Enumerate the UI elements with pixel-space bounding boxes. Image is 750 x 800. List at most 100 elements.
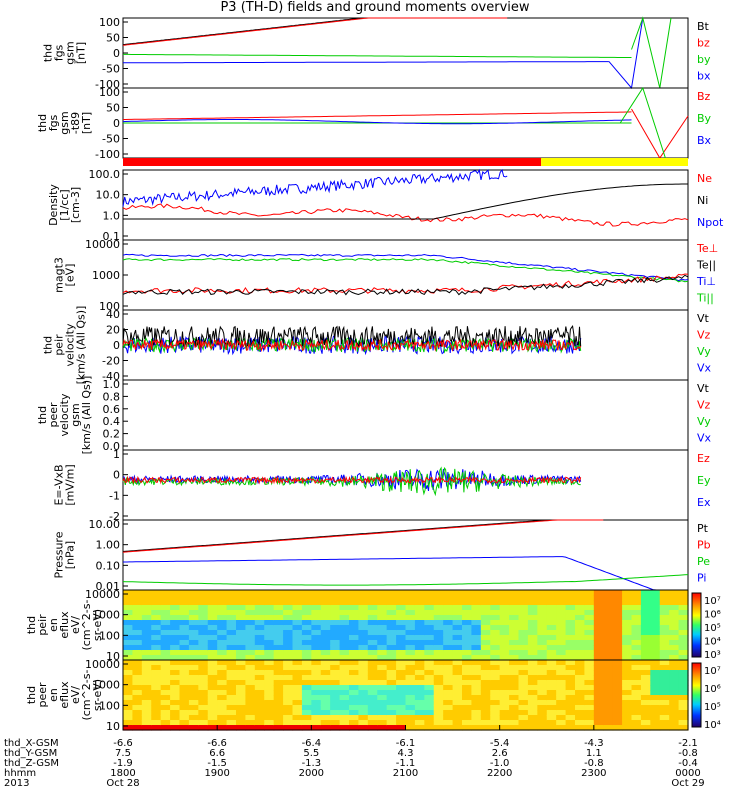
spectrogram-cell: [603, 685, 614, 691]
spectrogram-cell: [386, 700, 397, 706]
spectrogram-cell: [509, 700, 520, 706]
y-axis-label: eV/: [69, 686, 82, 704]
spectrogram-cell: [132, 650, 143, 656]
spectrogram-cell: [631, 635, 642, 641]
spectrogram-cell: [132, 630, 143, 636]
spectrogram-cell: [198, 720, 209, 726]
spectrogram-cell: [414, 625, 425, 631]
spectrogram-cell: [650, 635, 661, 641]
spectrogram-cell: [245, 595, 256, 601]
spectrogram-cell: [640, 660, 651, 666]
spectrogram-cell: [396, 700, 407, 706]
y-axis-label: [nT]: [75, 42, 88, 64]
spectrogram-cell: [358, 620, 369, 626]
spectrogram-cell: [377, 605, 388, 611]
spectrogram-cell: [311, 590, 322, 596]
spectrogram-cell: [151, 630, 162, 636]
spectrogram-cell: [490, 635, 501, 641]
spectrogram-cell: [480, 640, 491, 646]
spectrogram-cell: [320, 660, 331, 666]
spectrogram-cell: [603, 715, 614, 721]
spectrogram-cell: [575, 725, 586, 731]
spectrogram-cell: [179, 725, 190, 731]
colorbar-tick-label: 10⁴: [704, 637, 721, 648]
y-axis-label: E=-VxB: [53, 464, 66, 505]
spectrogram-cell: [565, 680, 576, 686]
spectrogram-cell: [188, 700, 199, 706]
spectrogram-cell: [565, 605, 576, 611]
spectrogram-cell: [499, 690, 510, 696]
spectrogram-cell: [236, 635, 247, 641]
spectrogram-cell: [452, 595, 463, 601]
spectrogram-cell: [603, 665, 614, 671]
spectrogram-cell: [612, 590, 623, 596]
spectrogram-cell: [311, 655, 322, 661]
spectrogram-cell: [386, 710, 397, 716]
spectrogram-cell: [141, 605, 152, 611]
spectrogram-cell: [349, 670, 360, 676]
spectrogram-cell: [236, 685, 247, 691]
spectrogram-cell: [443, 660, 454, 666]
spectrogram-cell: [603, 590, 614, 596]
spectrogram-cell: [546, 685, 557, 691]
spectrogram-cell: [188, 690, 199, 696]
spectrogram-cell: [546, 725, 557, 731]
spectrogram-cell: [226, 675, 237, 681]
spectrogram-cell: [593, 635, 604, 641]
spectrogram-cell: [320, 640, 331, 646]
spectrogram-cell: [179, 720, 190, 726]
spectrogram-cell: [217, 625, 228, 631]
spectrogram-cell: [424, 640, 435, 646]
spectrogram-cell: [631, 645, 642, 651]
spectrogram-cell: [179, 665, 190, 671]
spectrogram-cell: [292, 640, 303, 646]
spectrogram-cell: [518, 655, 529, 661]
spectrogram-cell: [170, 630, 181, 636]
spectrogram-cell: [236, 700, 247, 706]
spectrogram-cell: [622, 680, 633, 686]
spectrogram-cell: [584, 605, 595, 611]
spectrogram-cell: [339, 610, 350, 616]
spectrogram-cell: [151, 660, 162, 666]
spectrogram-cell: [254, 705, 265, 711]
spectrogram-cell: [141, 600, 152, 606]
spectrogram-cell: [245, 650, 256, 656]
spectrogram-cell: [123, 605, 134, 611]
spectrogram-cell: [245, 720, 256, 726]
spectrogram-cell: [546, 705, 557, 711]
spectrogram-cell: [405, 710, 416, 716]
spectrogram-cell: [443, 715, 454, 721]
spectrogram-cell: [151, 705, 162, 711]
spectrogram-cell: [518, 690, 529, 696]
y-axis-label: (cm^2-s-: [80, 670, 93, 721]
spectrogram-cell: [490, 725, 501, 731]
spectrogram-cell: [179, 710, 190, 716]
spectrogram-cell: [151, 620, 162, 626]
spectrogram-cell: [245, 615, 256, 621]
spectrogram-cell: [188, 630, 199, 636]
y-axis-label: eflux: [58, 611, 71, 639]
spectrogram-cell: [396, 615, 407, 621]
spectrogram-cell: [471, 620, 482, 626]
spectrogram-cell: [622, 625, 633, 631]
spectrogram-cell: [424, 635, 435, 641]
y-tick-label: 1: [113, 448, 120, 461]
spectrogram-cell: [236, 670, 247, 676]
spectrogram-cell: [452, 665, 463, 671]
spectrogram-cell: [443, 705, 454, 711]
spectrogram-cell: [207, 670, 218, 676]
spectrogram-cell: [123, 615, 134, 621]
panel-efield: [122, 449, 689, 521]
spectrogram-cell: [254, 635, 265, 641]
spectrogram-cell: [405, 645, 416, 651]
spectrogram-cell: [433, 690, 444, 696]
y-tick-label: 0.4: [103, 415, 121, 428]
spectrogram-cell: [264, 705, 275, 711]
spectrogram-cell: [226, 670, 237, 676]
footer-value: 2.6: [492, 748, 508, 759]
spectrogram-cell: [188, 705, 199, 711]
spectrogram-cell: [141, 695, 152, 701]
spectrogram-cell: [301, 590, 312, 596]
spectrogram-cell: [273, 700, 284, 706]
series-Bx: [122, 119, 632, 125]
